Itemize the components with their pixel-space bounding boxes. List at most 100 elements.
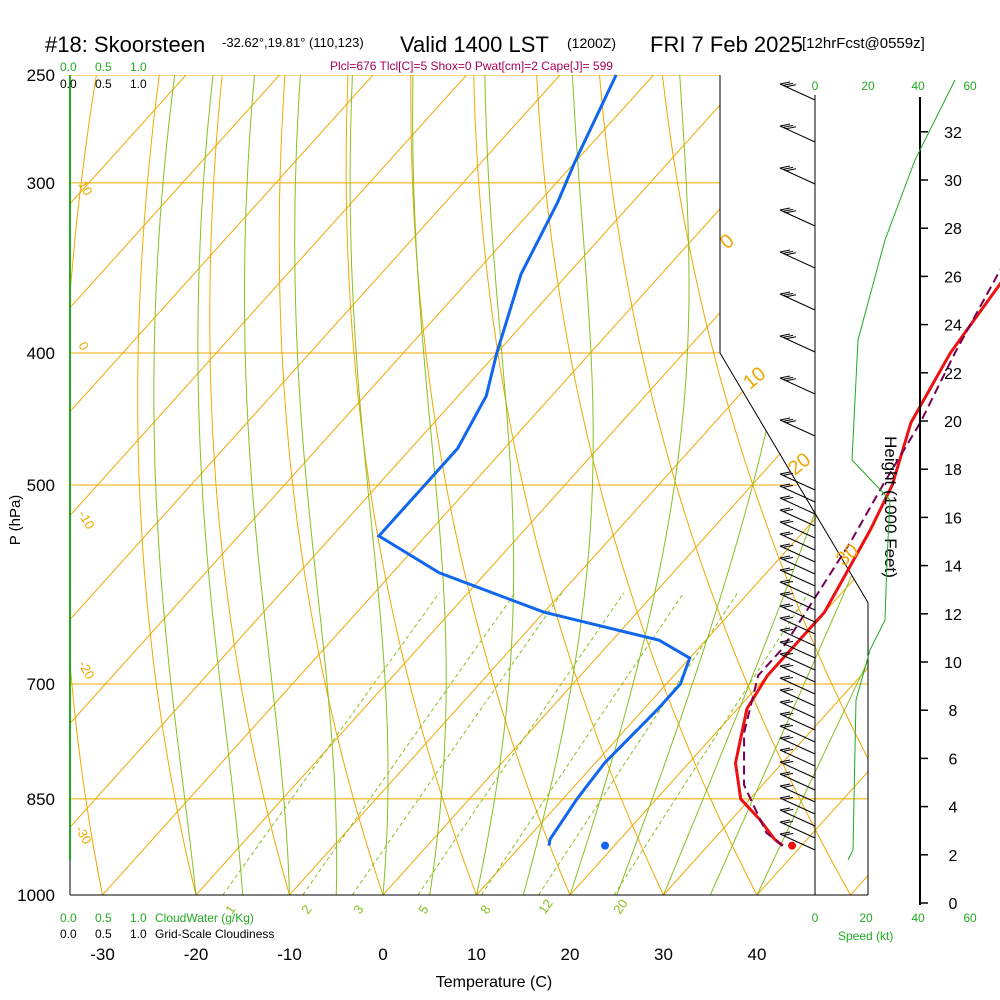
wind-barb [779, 833, 816, 851]
moist-adiabat-line [294, 75, 338, 895]
wind-barb-flag [782, 472, 794, 476]
wind-barb-flag [782, 640, 794, 644]
pressure-tick-label: 400 [27, 344, 55, 363]
isotherm-line [70, 75, 374, 895]
wind-barb [779, 251, 816, 269]
wind-barb-flag [782, 580, 794, 584]
temperature-tick-label: 40 [748, 945, 767, 964]
speed-tick-label: 20 [859, 911, 873, 925]
wind-barb-flag [782, 652, 794, 656]
forecast-date: FRI 7 Feb 2025 [650, 32, 803, 57]
wind-barb-flag [779, 291, 791, 295]
temperature-tick-label: 10 [467, 945, 486, 964]
height-tick-label: 0 [949, 896, 958, 913]
mixing-ratio-line [417, 592, 625, 895]
wind-barb-flag [779, 795, 791, 799]
wind-barb [779, 497, 816, 515]
stability-indices: Plcl=676 Tlcl[C]=5 Shox=0 Pwat[cm]=2 Cap… [330, 59, 613, 73]
wind-barb-flag [779, 831, 791, 835]
dry-adiabat-label: 30 [832, 540, 863, 571]
wind-speed-curve [847, 79, 956, 861]
temperature-tick-label: 0 [378, 945, 387, 964]
wind-barb-flag [782, 82, 794, 86]
wind-barb-flag [782, 796, 794, 800]
wind-barb-flag [779, 807, 791, 811]
height-tick-label: 28 [944, 221, 962, 238]
wind-barb-flag [779, 471, 791, 475]
cloud-scale-green-label: 0.0 [60, 60, 77, 74]
wind-barb-flag [779, 759, 791, 763]
wind-barb-flag [782, 784, 794, 788]
wind-barb-flag [782, 676, 794, 680]
wind-barb [779, 737, 816, 755]
wind-barb-flag [782, 736, 794, 740]
wind-barb-flag [779, 579, 791, 583]
dry-adiabat-line [137, 75, 197, 895]
wind-barb-flag [782, 820, 794, 824]
wind-barb-flag [782, 508, 794, 512]
wind-barb [779, 653, 816, 671]
dewpoint-surface-point [601, 841, 610, 850]
wind-barb [779, 617, 816, 635]
dry-adiabat-line [70, 75, 103, 895]
height-tick-label: 18 [944, 462, 962, 479]
wind-barb-flag [779, 735, 791, 739]
wind-barb-flag [782, 544, 794, 548]
moist-adiabat-line [153, 75, 197, 895]
isotherm-line [850, 75, 868, 895]
speed-tick-label: 40 [911, 79, 925, 93]
speed-axis-label: Speed (kt) [838, 929, 893, 943]
station-coords: -32.62°,19.81° (110,123) [222, 35, 364, 50]
height-tick-label: 26 [944, 269, 962, 286]
cloud-scale-green-label: 0.0 [60, 911, 77, 925]
wind-barb-flag [782, 628, 794, 632]
cloud-scale-green-label: 1.0 [130, 60, 147, 74]
x-axis-title: Temperature (C) [436, 974, 552, 991]
wind-barb-flag [779, 165, 791, 169]
wind-barb-flag [782, 124, 794, 128]
wind-barb [779, 605, 816, 623]
cloudiness-label: Grid-Scale Cloudiness [155, 927, 274, 941]
moist-adiabat-label: 5 [415, 902, 431, 917]
wind-barb-flag [779, 543, 791, 547]
isotherm-line [70, 75, 748, 895]
wind-barb-flag [782, 418, 794, 422]
dry-adiabat-label: -10 [75, 508, 97, 532]
wind-barb-flag [785, 168, 797, 172]
dry-adiabat-label: 10 [739, 363, 770, 394]
wind-barb-flag [779, 723, 791, 727]
wind-barb-flag [782, 376, 794, 380]
wind-barb-flag [782, 664, 794, 668]
wind-barb-flag [779, 417, 791, 421]
wind-barb-flag [779, 819, 791, 823]
forecast-run: [12hrFcst@0559z] [802, 35, 925, 52]
wind-barb-flag [779, 687, 791, 691]
wind-barb [779, 797, 816, 815]
wind-barb-flag [782, 724, 794, 728]
wind-barb-flag [782, 760, 794, 764]
cloud-scale-black-label: 0.0 [60, 77, 77, 91]
temperature-tick-label: -20 [184, 945, 209, 964]
wind-barb-flag [779, 567, 791, 571]
wind-barb-flag [779, 783, 791, 787]
wind-barb [779, 533, 816, 551]
wind-barb-flag [779, 555, 791, 559]
wind-barb [779, 209, 816, 227]
height-tick-label: 32 [944, 125, 962, 142]
wind-barb-flag [782, 616, 794, 620]
wind-barb [779, 641, 816, 659]
wind-barb-flag [782, 568, 794, 572]
pressure-tick-label: 1000 [17, 886, 55, 905]
wind-barb [779, 569, 816, 587]
wind-barb [779, 557, 816, 575]
wind-barb [779, 335, 816, 353]
wind-barb-flag [779, 81, 791, 85]
height-tick-label: 16 [944, 510, 962, 527]
height-tick-label: 14 [944, 559, 962, 576]
height-tick-label: 4 [949, 800, 958, 817]
wind-barb-flag [779, 483, 791, 487]
speed-tick-label: 60 [963, 79, 977, 93]
isotherm-line [70, 75, 467, 895]
moist-adiabat-label: 3 [350, 902, 366, 917]
wind-barb [779, 761, 816, 779]
